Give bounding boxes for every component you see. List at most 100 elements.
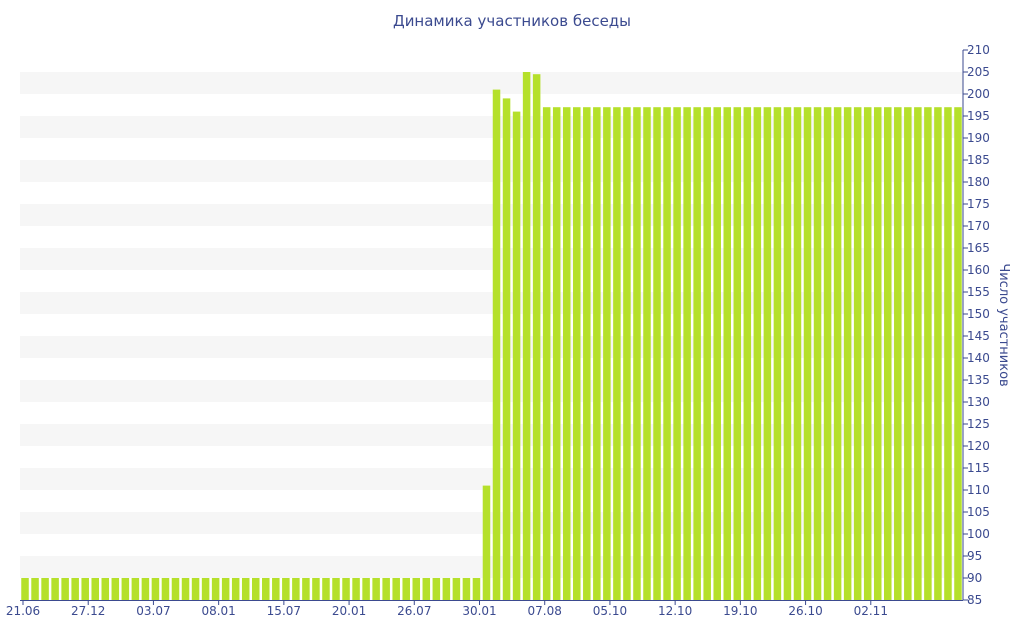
bar	[934, 107, 942, 600]
bar	[482, 485, 491, 600]
bar	[262, 578, 270, 600]
y-tick-label: 125	[967, 417, 990, 431]
y-tick-label: 140	[967, 351, 990, 365]
bar	[121, 578, 130, 600]
y-tick-label: 185	[967, 153, 990, 167]
grid-band	[20, 72, 963, 94]
bar	[813, 107, 822, 600]
bar	[31, 578, 39, 600]
y-tick-label: 205	[967, 65, 990, 79]
y-tick-label: 85	[967, 593, 982, 607]
bar	[683, 107, 691, 600]
y-axis: 85 90 95 100 105 110 115 120 125 130 135 140 145 150 1…	[962, 43, 990, 607]
bar	[251, 578, 260, 600]
bar	[151, 578, 160, 600]
bar	[753, 107, 762, 600]
bar	[733, 107, 742, 600]
y-tick-label: 145	[967, 329, 990, 343]
bar	[954, 107, 962, 600]
grid-band	[20, 556, 963, 578]
y-tick-label: 180	[967, 175, 990, 189]
bar	[552, 107, 561, 600]
bar	[883, 107, 892, 600]
x-tick-label: 21.06	[6, 604, 40, 618]
y-tick-label: 115	[967, 461, 990, 475]
x-tick-label: 26.07	[397, 604, 431, 618]
bar	[583, 107, 591, 600]
bar	[21, 578, 29, 600]
bar	[412, 578, 421, 600]
bar	[472, 578, 481, 600]
y-tick-label: 135	[967, 373, 990, 387]
x-tick-label: 02.11	[854, 604, 888, 618]
bar	[141, 578, 150, 600]
grid-band	[20, 248, 963, 270]
bar	[422, 578, 431, 600]
y-tick-label: 120	[967, 439, 990, 453]
bar	[41, 578, 49, 600]
bar	[663, 107, 671, 600]
bar	[512, 111, 521, 600]
y-tick-label: 155	[967, 285, 990, 299]
bar	[171, 578, 180, 600]
x-tick-label: 20.01	[332, 604, 366, 618]
bar	[763, 107, 772, 600]
bar	[613, 107, 621, 600]
bar	[793, 107, 802, 600]
y-tick-label: 90	[967, 571, 982, 585]
bar	[894, 107, 902, 600]
bar	[462, 578, 471, 600]
bar	[111, 578, 120, 600]
y-tick-label: 190	[967, 131, 990, 145]
bar	[91, 578, 100, 600]
bar	[843, 107, 852, 600]
y-tick-label: 195	[967, 109, 990, 123]
bar	[873, 107, 882, 600]
y-axis-title: Число участников	[996, 263, 1011, 386]
x-tick-label: 07.08	[528, 604, 562, 618]
bar	[522, 72, 531, 600]
y-tick-label: 210	[967, 43, 990, 57]
x-tick-label: 26.10	[788, 604, 822, 618]
chart-title: Динамика участников беседы	[392, 12, 632, 30]
bar	[322, 578, 330, 600]
bar	[492, 89, 501, 600]
bar	[61, 578, 69, 600]
x-tick-label: 19.10	[723, 604, 757, 618]
grid-band	[20, 292, 963, 314]
bar	[71, 578, 79, 600]
bar	[823, 107, 832, 600]
bar	[904, 107, 912, 600]
bar	[81, 578, 89, 600]
bar	[673, 107, 681, 600]
x-tick-label: 08.01	[201, 604, 235, 618]
bar	[302, 578, 310, 600]
y-tick-label: 95	[967, 549, 982, 563]
bar	[402, 578, 410, 600]
bar	[442, 578, 451, 600]
bar	[853, 107, 862, 600]
bar	[432, 578, 441, 600]
bar	[713, 107, 721, 600]
bar	[914, 107, 922, 600]
bar	[191, 578, 200, 600]
bar	[693, 107, 701, 600]
bar	[352, 578, 360, 600]
bar	[231, 578, 240, 600]
bar	[272, 578, 280, 600]
bar	[532, 74, 541, 600]
y-tick-label: 150	[967, 307, 990, 321]
grid-band	[20, 424, 963, 446]
bar	[221, 578, 230, 600]
grid-band	[20, 512, 963, 534]
x-tick-label: 30.01	[462, 604, 496, 618]
bar	[833, 107, 842, 600]
bar	[944, 107, 952, 600]
bar-series	[21, 72, 962, 601]
bar	[201, 578, 210, 600]
y-tick-label: 165	[967, 241, 990, 255]
x-tick-label: 27.12	[71, 604, 105, 618]
bar	[241, 578, 250, 600]
y-tick-label: 200	[967, 87, 990, 101]
bar	[542, 107, 551, 600]
